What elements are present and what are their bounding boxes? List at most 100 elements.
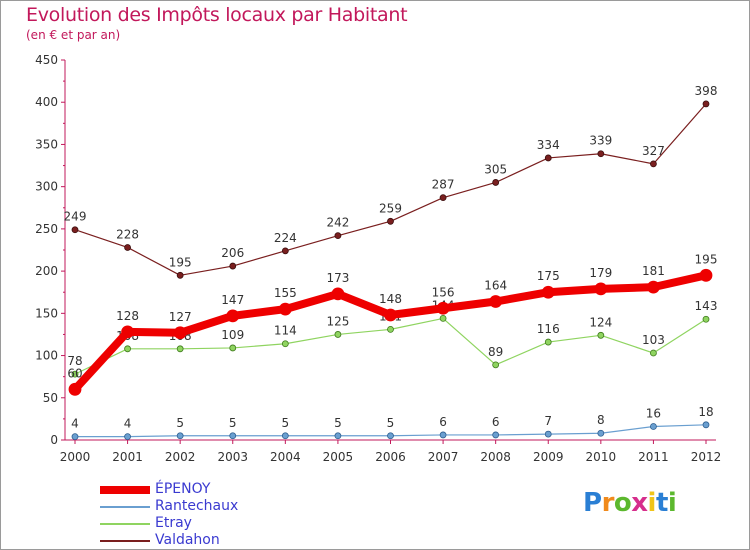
data-point-penoy xyxy=(121,325,134,339)
data-point-penoy xyxy=(173,326,187,340)
logo-letter: r xyxy=(601,488,615,518)
data-label-penoy: 156 xyxy=(432,285,455,299)
legend-swatch-epenoy xyxy=(100,486,150,494)
legend-item-epenoy: ÉPENOY xyxy=(100,481,260,498)
data-point-penoy xyxy=(489,295,503,308)
logo-letter: x xyxy=(631,488,648,518)
data-point-valdahon xyxy=(229,262,237,270)
data-label-valdahon: 305 xyxy=(484,162,507,176)
data-label-penoy: 148 xyxy=(379,292,402,306)
data-point-valdahon xyxy=(492,179,500,186)
data-point-penoy xyxy=(68,382,82,396)
data-point-valdahon xyxy=(176,271,184,279)
x-tick-label: 2000 xyxy=(60,450,91,464)
data-point-etray xyxy=(439,314,447,322)
data-label-penoy: 60 xyxy=(67,366,82,380)
data-point-valdahon xyxy=(702,100,710,108)
data-point-etray xyxy=(281,340,289,348)
logo-letter: i xyxy=(667,488,677,518)
data-label-penoy: 128 xyxy=(116,309,139,323)
data-point-valdahon xyxy=(597,150,605,158)
legend-label-etray: Etray xyxy=(155,515,192,531)
data-label-valdahon: 228 xyxy=(116,227,139,241)
logo-letter: o xyxy=(613,488,632,518)
data-label-rantechaux: 5 xyxy=(176,416,184,430)
legend-item-etray: Etray xyxy=(100,515,260,532)
data-point-etray xyxy=(492,361,500,369)
y-tick-label: 350 xyxy=(35,137,58,151)
legend-swatch-etray xyxy=(100,523,150,525)
data-point-rantechaux xyxy=(229,432,237,440)
x-tick-label: 2001 xyxy=(112,450,143,464)
data-label-rantechaux: 16 xyxy=(646,406,661,420)
data-point-etray xyxy=(229,344,237,352)
data-label-valdahon: 206 xyxy=(221,246,244,260)
data-label-valdahon: 195 xyxy=(169,255,192,269)
legend-label-epenoy: ÉPENOY xyxy=(155,481,211,497)
logo-letter: i xyxy=(647,488,657,518)
data-point-rantechaux xyxy=(387,432,394,440)
data-point-penoy xyxy=(541,285,555,299)
data-label-etray: 116 xyxy=(537,322,560,336)
data-point-rantechaux xyxy=(650,423,657,430)
data-point-rantechaux xyxy=(281,432,289,440)
data-point-penoy xyxy=(331,287,345,301)
data-label-valdahon: 242 xyxy=(326,216,349,230)
legend-label-rantechaux: Rantechaux xyxy=(155,498,239,514)
data-point-penoy xyxy=(278,302,292,316)
data-point-etray xyxy=(387,325,394,333)
data-label-rantechaux: 5 xyxy=(282,416,290,430)
legend-item-valdahon: Valdahon xyxy=(100,532,260,549)
data-point-penoy xyxy=(384,308,397,322)
y-tick-label: 150 xyxy=(35,306,58,320)
data-label-rantechaux: 6 xyxy=(439,415,447,429)
data-label-penoy: 127 xyxy=(169,310,192,324)
chart-subtitle: (en € et par an) xyxy=(26,28,121,42)
data-label-valdahon: 249 xyxy=(64,210,87,224)
y-tick-label: 400 xyxy=(35,95,58,109)
data-point-rantechaux xyxy=(334,432,342,440)
proxiti-logo: Proxiti xyxy=(583,488,677,518)
data-label-valdahon: 259 xyxy=(379,201,402,215)
data-point-rantechaux xyxy=(492,431,500,439)
data-point-penoy xyxy=(436,301,450,315)
legend-item-rantechaux: Rantechaux xyxy=(100,498,260,515)
data-label-rantechaux: 7 xyxy=(544,414,552,428)
data-point-etray xyxy=(597,331,605,339)
data-label-etray: 124 xyxy=(589,315,612,329)
data-point-rantechaux xyxy=(439,431,447,439)
data-point-valdahon xyxy=(334,232,342,240)
data-point-etray xyxy=(71,370,79,378)
legend-swatch-valdahon xyxy=(100,540,150,542)
x-tick-label: 2009 xyxy=(533,450,564,464)
data-point-valdahon xyxy=(124,244,131,251)
data-label-rantechaux: 5 xyxy=(229,416,237,430)
x-tick-label: 2003 xyxy=(217,450,248,464)
data-label-penoy: 195 xyxy=(695,252,718,266)
data-point-rantechaux xyxy=(544,430,552,438)
data-label-penoy: 155 xyxy=(274,286,297,300)
x-tick-label: 2011 xyxy=(638,450,669,464)
data-point-etray xyxy=(702,315,710,323)
data-point-rantechaux xyxy=(71,433,79,441)
data-point-etray xyxy=(650,349,657,357)
data-label-valdahon: 398 xyxy=(695,84,718,98)
x-tick-label: 2010 xyxy=(586,450,617,464)
data-point-etray xyxy=(124,345,131,353)
x-tick-label: 2008 xyxy=(480,450,511,464)
data-point-rantechaux xyxy=(124,433,131,441)
data-label-etray: 114 xyxy=(274,324,297,338)
data-label-valdahon: 327 xyxy=(642,144,665,158)
data-label-etray: 109 xyxy=(221,328,244,342)
logo-letter: t xyxy=(655,488,668,518)
y-tick-label: 450 xyxy=(35,53,58,67)
data-label-penoy: 164 xyxy=(484,279,507,293)
data-point-penoy xyxy=(699,268,713,282)
data-label-etray: 78 xyxy=(67,354,82,368)
data-point-penoy xyxy=(594,282,608,296)
data-label-penoy: 181 xyxy=(642,264,665,278)
series-line-valdahon xyxy=(74,103,707,276)
y-tick-label: 300 xyxy=(35,180,58,194)
data-label-rantechaux: 6 xyxy=(492,415,500,429)
data-label-rantechaux: 8 xyxy=(597,413,605,427)
